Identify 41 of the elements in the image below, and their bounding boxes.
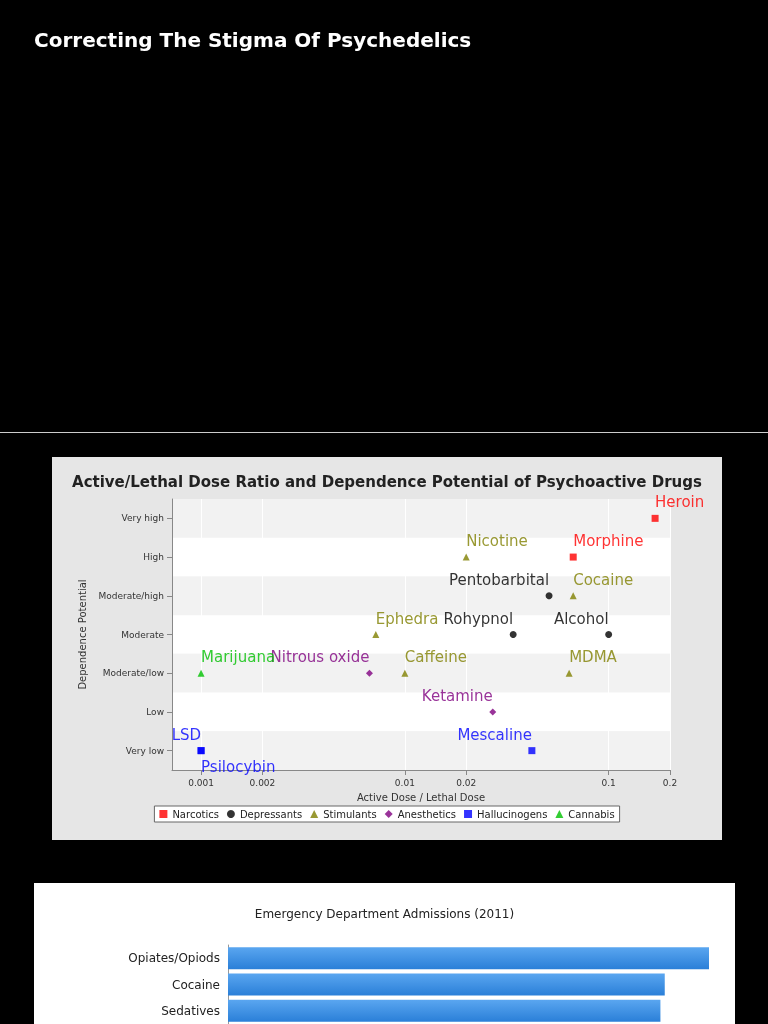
data-label: Cocaine bbox=[573, 570, 634, 589]
data-label: Alcohol bbox=[553, 609, 609, 628]
y-tick-label: Sedatives bbox=[161, 1003, 220, 1018]
y-tick-label: Low bbox=[146, 706, 164, 717]
y-tick-label: Moderate bbox=[121, 629, 165, 640]
chart-title: Emergency Department Admissions (2011) bbox=[254, 907, 515, 921]
y-tick-label: High bbox=[143, 552, 164, 563]
y-tick-label: Very low bbox=[125, 745, 164, 756]
legend-label: Depressants bbox=[239, 808, 303, 820]
data-label: Ketamine bbox=[421, 686, 493, 705]
x-tick-label: 0.2 bbox=[662, 777, 678, 788]
legend-label: Cannabis bbox=[568, 808, 615, 820]
data-label: Caffeine bbox=[404, 648, 467, 667]
data-label: MDMA bbox=[569, 648, 618, 667]
legend-label: Anesthetics bbox=[397, 808, 457, 820]
y-tick-label: Moderate/high bbox=[98, 590, 164, 601]
x-axis-title: Active Dose / Lethal Dose bbox=[356, 791, 486, 803]
y-axis-title: Dependence Potential bbox=[77, 579, 89, 690]
legend-label: Stimulants bbox=[323, 808, 377, 820]
y-tick-label: Cocaine bbox=[172, 977, 220, 992]
data-label: Pentobarbital bbox=[448, 570, 550, 589]
y-tick-label: Very high bbox=[121, 513, 164, 524]
x-tick-label: 0.002 bbox=[249, 777, 276, 788]
data-label: Nicotine bbox=[466, 532, 528, 551]
data-label: Ephedra bbox=[375, 609, 439, 628]
data-label: Rohypnol bbox=[443, 609, 514, 628]
x-tick-label: 0.001 bbox=[188, 777, 214, 788]
data-label: Psilocybin bbox=[201, 757, 276, 776]
data-label: Mescaline bbox=[457, 725, 532, 744]
data-label: Morphine bbox=[573, 532, 644, 551]
text: Correcting The Stigma Of Psychedelics bbox=[34, 28, 472, 52]
chart-title: Active/Lethal Dose Ratio and Dependence Potential of Psychoactive Drugs bbox=[72, 472, 703, 491]
legend-label: Hallucinogens bbox=[477, 808, 548, 820]
x-tick-label: 0.01 bbox=[394, 777, 415, 788]
data-label: LSD bbox=[171, 725, 202, 744]
x-tick-label: 0.1 bbox=[601, 777, 616, 788]
x-tick-label: 0.02 bbox=[456, 777, 477, 788]
legend-label: Narcotics bbox=[172, 808, 219, 820]
y-tick-label: Moderate/low bbox=[102, 668, 164, 679]
data-label: Heroin bbox=[655, 493, 705, 512]
y-tick-label: Opiates/Opiods bbox=[128, 951, 220, 966]
